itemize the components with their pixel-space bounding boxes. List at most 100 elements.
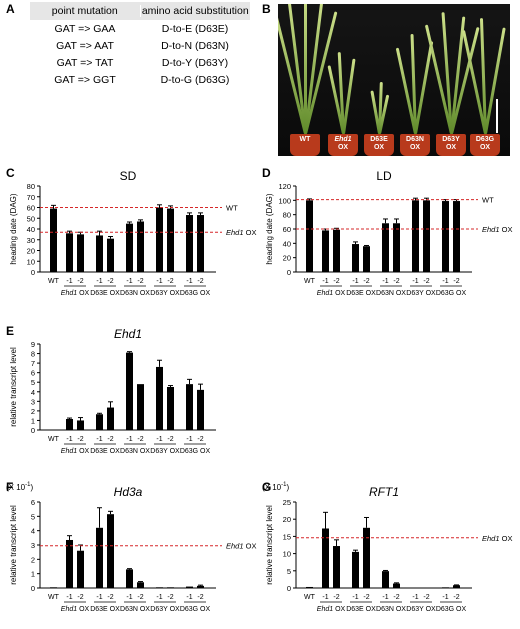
group-label: D63E OX: [90, 290, 120, 297]
x-tick-label: -2: [393, 278, 399, 285]
y-tick-label: 40: [283, 239, 291, 248]
bar: [167, 208, 174, 272]
table-row: GAT => GGT D-to-G (D63G): [30, 71, 250, 88]
bar: [96, 414, 103, 430]
mutation-table: point mutation amino acid substitution G…: [30, 2, 250, 88]
chart-title: Hd3a: [114, 485, 143, 499]
x-tick-label: -1: [322, 594, 328, 601]
x-tick-label: -1: [412, 278, 418, 285]
bar: [442, 201, 449, 272]
bar: [156, 366, 163, 430]
chart-hd3a-transcript: Hd3a (X 10-1) 0 1 2 3 4 5 6 relative transcript l…: [6, 482, 256, 613]
x-tick-label: -1: [442, 594, 448, 601]
chart-title: LD: [376, 169, 392, 183]
x-tick-label: -1: [186, 278, 192, 285]
bar: [186, 384, 193, 430]
group-label: D63N OX: [120, 290, 150, 297]
x-tick-label: -2: [77, 594, 83, 601]
y-axis-label: heading date (DAG): [9, 193, 18, 264]
y-tick-label: 7: [31, 359, 35, 368]
bar: [50, 208, 57, 272]
y-tick-label: 5: [31, 512, 35, 521]
bar: [126, 223, 133, 272]
bar: [107, 514, 114, 588]
bar: [50, 430, 57, 431]
x-tick-label: -1: [186, 594, 192, 601]
reference-label: Ehd1 OX: [482, 225, 512, 234]
bar: [423, 587, 430, 589]
x-tick-label: -1: [352, 594, 358, 601]
bar: [96, 527, 103, 588]
bar: [306, 586, 313, 588]
x-tick-label: -1: [126, 436, 132, 443]
pot-label-d63n-ox: D63N OX: [400, 134, 430, 156]
bar: [167, 587, 174, 588]
y-tick-label: 10: [27, 257, 35, 266]
group-label: D63E OX: [346, 606, 376, 613]
bar: [453, 201, 460, 272]
x-tick-label: -1: [186, 436, 192, 443]
bar: [306, 200, 313, 272]
bar: [66, 233, 73, 272]
y-axis-label: relative transcript level: [9, 347, 18, 427]
panel-label-e: E: [6, 324, 15, 338]
y-tick-label: 8: [31, 350, 35, 359]
y-tick-label: 20: [283, 254, 291, 263]
table-cell: GAT => GGT: [54, 73, 116, 86]
x-tick-label: -2: [453, 278, 459, 285]
x-tick-label: -1: [96, 436, 102, 443]
reference-label: WT: [482, 196, 494, 205]
bar: [382, 223, 389, 272]
bar: [393, 223, 400, 272]
y-tick-label: 1: [31, 416, 35, 425]
bar: [156, 587, 163, 588]
bar: [363, 527, 370, 588]
axis-multiplier: (X 10-1): [262, 482, 289, 492]
chart-title: SD: [120, 169, 137, 183]
y-tick-label: 0: [287, 584, 291, 593]
x-tick-label: WT: [304, 278, 316, 285]
x-tick-label: WT: [48, 436, 60, 443]
bar: [126, 569, 133, 588]
table-cell: D-to-N (D63N): [161, 39, 229, 52]
group-label: D63G OX: [436, 290, 467, 297]
group-label: D63G OX: [180, 448, 211, 455]
bar: [156, 207, 163, 272]
bar: [352, 551, 359, 588]
bar: [137, 582, 144, 588]
bar: [363, 246, 370, 272]
bar: [442, 587, 449, 588]
group-label: Ehd1 OX: [317, 290, 346, 297]
reference-label: Ehd1 OX: [482, 534, 512, 543]
bar: [453, 585, 460, 588]
group-label: D63Y OX: [150, 606, 180, 613]
y-tick-label: 50: [27, 214, 35, 223]
panel-label-b: B: [262, 2, 271, 16]
x-tick-label: -2: [333, 278, 339, 285]
pot-label-d63g-ox: D63G OX: [470, 134, 500, 156]
x-tick-label: -2: [197, 436, 203, 443]
reference-label: Ehd1 OX: [226, 542, 256, 551]
panel-label-g: G: [262, 480, 272, 494]
x-tick-label: -1: [66, 594, 72, 601]
table-cell: GAT => GAA: [54, 22, 116, 35]
bar: [186, 215, 193, 272]
y-tick-label: 0: [31, 584, 35, 593]
x-tick-label: -1: [66, 278, 72, 285]
group-label: Ehd1 OX: [61, 448, 90, 455]
group-label: D63Y OX: [406, 290, 436, 297]
panel-label-a: A: [6, 2, 15, 16]
bar: [333, 229, 340, 272]
bar: [77, 550, 84, 588]
reference-label: Ehd1 OX: [226, 228, 256, 237]
bar: [412, 200, 419, 272]
x-tick-label: -2: [137, 594, 143, 601]
x-tick-label: WT: [304, 594, 316, 601]
group-label: D63G OX: [180, 606, 211, 613]
y-tick-label: 0: [31, 426, 35, 435]
chart-rft1-transcript: RFT1 (X 10-1) 0 5 10 15 20 25 relative transcrip…: [262, 482, 512, 613]
x-tick-label: -1: [352, 278, 358, 285]
x-tick-label: -1: [156, 594, 162, 601]
y-tick-label: 40: [27, 225, 35, 234]
